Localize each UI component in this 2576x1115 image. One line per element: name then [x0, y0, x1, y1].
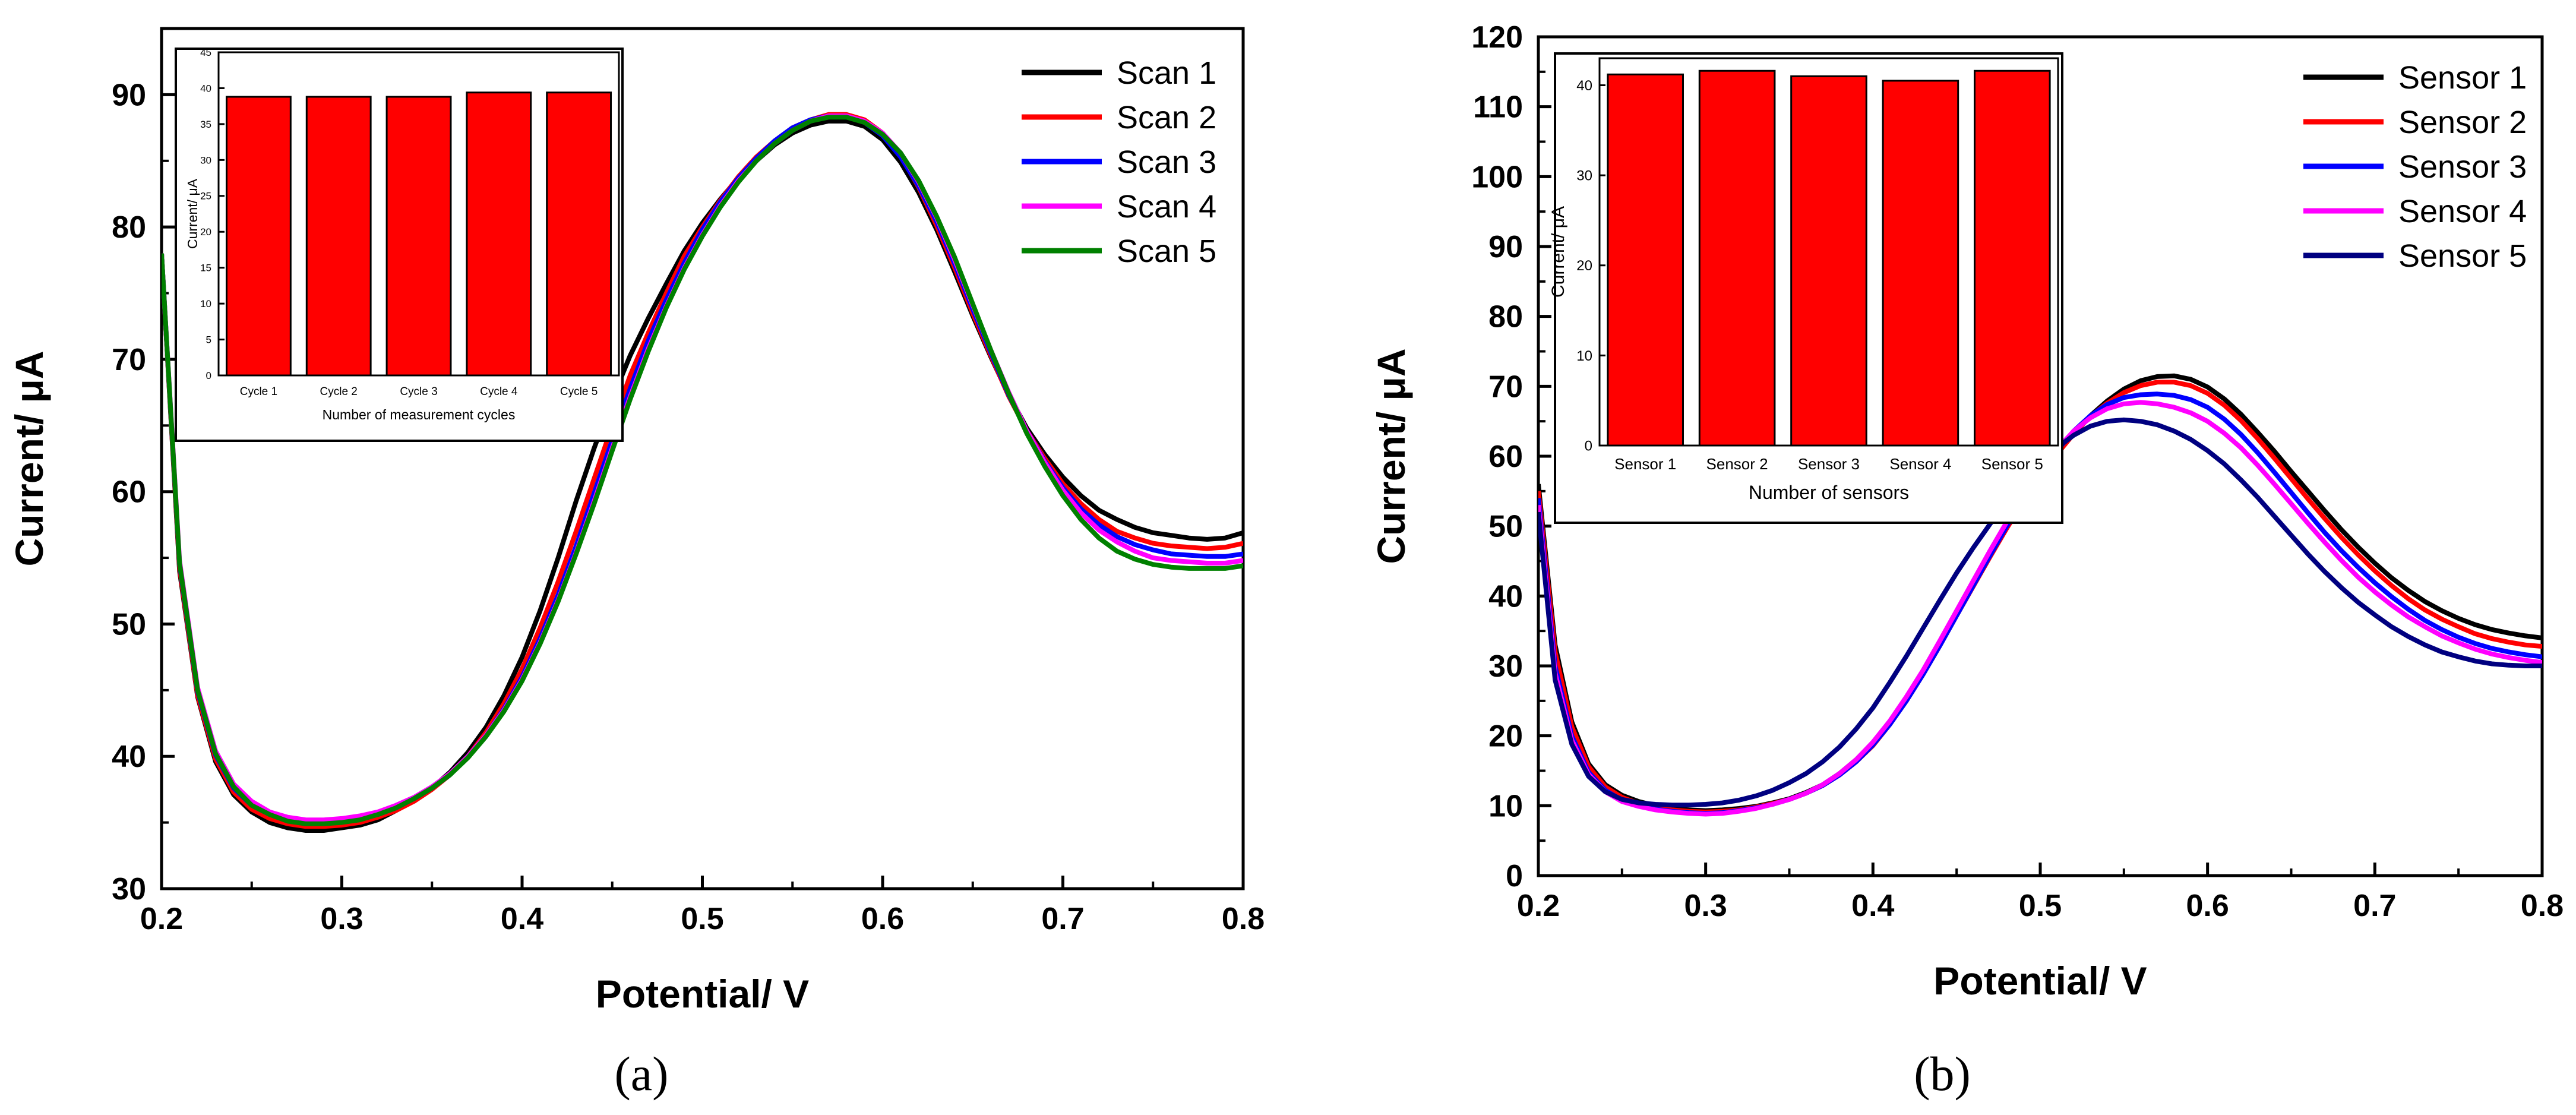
- y-tick-label: 50: [112, 607, 146, 642]
- inset-a: 0 5 10 15 20 25 30 35 40 45 Cycle 1 Cycle 2 Cycle 3 C…: [175, 47, 624, 442]
- y-tick-label: 0: [1506, 859, 1523, 893]
- inset-y-tick-label: 10: [1576, 348, 1592, 364]
- inset-y-tick-label: 20: [200, 226, 211, 238]
- y-tick-label: 70: [1488, 369, 1523, 404]
- inset-bar-2: [305, 96, 372, 377]
- inset-category-label: Cycle 2: [320, 386, 358, 398]
- panel-a-caption: (a): [614, 1047, 668, 1101]
- y-tick-label: 40: [1488, 579, 1523, 614]
- panel-b-caption: (b): [1914, 1047, 1971, 1101]
- y-tick-label: 100: [1471, 160, 1523, 194]
- inset-category-label: Sensor 2: [1706, 455, 1768, 473]
- y-axis-title: Current/ μA: [1369, 348, 1413, 564]
- legend-label-2: Scan 2: [1117, 100, 1216, 135]
- inset-category-label: Sensor 4: [1889, 455, 1951, 473]
- x-tick-label: 0.6: [861, 902, 904, 936]
- inset-y-tick-label: 25: [200, 191, 211, 202]
- x-axis-title: Potential/ V: [1933, 959, 2147, 1003]
- x-tick-label: 0.5: [681, 902, 723, 936]
- y-axis-title: Current/ μA: [7, 350, 51, 566]
- inset-y-tick-label: 40: [200, 83, 211, 94]
- inset-y-tick-label: 0: [206, 370, 211, 381]
- inset-y-tick-label: 20: [1576, 258, 1592, 274]
- inset-category-label: Sensor 5: [1981, 455, 2043, 473]
- inset-y-axis-title: Current/ μA: [1548, 206, 1568, 298]
- inset-x-axis-title: Number of sensors: [1749, 482, 1909, 503]
- inset-bar-4: [466, 91, 532, 377]
- inset-category-label: Cycle 3: [400, 386, 437, 398]
- inset-y-tick-label: 10: [200, 298, 211, 309]
- inset-bar-3: [385, 96, 452, 377]
- inset-y-tick-label: 5: [206, 334, 211, 346]
- x-tick-label: 0.7: [1041, 902, 1084, 936]
- inset-bar-1: [225, 96, 292, 377]
- inset-y-tick-label: 35: [200, 119, 211, 130]
- y-tick-label: 60: [1488, 440, 1523, 474]
- y-tick-label: 110: [1473, 90, 1523, 125]
- y-tick-label: 60: [112, 475, 146, 510]
- inset-bar-3: [1790, 75, 1867, 447]
- inset-bar-5: [546, 91, 612, 377]
- inset-b: 0 10 20 30 40 Sensor 1 Sensor 2 Sensor 3 Sensor …: [1548, 52, 2063, 524]
- y-tick-label: 50: [1488, 510, 1523, 544]
- y-tick-label: 40: [112, 740, 146, 774]
- y-tick-label: 120: [1471, 20, 1523, 55]
- inset-category-label: Cycle 4: [480, 386, 518, 398]
- x-tick-label: 0.4: [1851, 889, 1894, 923]
- y-tick-label: 90: [1488, 230, 1523, 264]
- inset-bar-1: [1607, 73, 1684, 447]
- x-tick-label: 0.5: [2019, 889, 2062, 923]
- inset-category-label: Sensor 3: [1798, 455, 1860, 473]
- inset-y-tick-label: 30: [1576, 168, 1592, 184]
- x-tick-label: 0.3: [1684, 889, 1727, 923]
- inset-bar-5: [1973, 70, 2051, 447]
- legend-label-4: Scan 4: [1117, 189, 1216, 225]
- legend-label-5: Scan 5: [1117, 233, 1216, 269]
- legend-label-3: Scan 3: [1117, 144, 1216, 180]
- legend-label-1: Scan 1: [1117, 55, 1216, 91]
- x-tick-label: 0.2: [140, 902, 183, 936]
- inset-y-tick-label: 40: [1576, 78, 1592, 94]
- x-tick-label: 0.8: [2521, 889, 2564, 923]
- y-tick-label: 30: [112, 872, 146, 906]
- y-tick-label: 80: [1488, 300, 1523, 334]
- x-tick-label: 0.2: [1517, 889, 1560, 923]
- y-tick-label: 80: [112, 210, 146, 245]
- inset-category-label: Sensor 1: [1614, 455, 1676, 473]
- x-tick-label: 0.6: [2186, 889, 2229, 923]
- inset-y-axis-title: Current/ μA: [185, 178, 200, 249]
- legend-label-2: Sensor 2: [2398, 105, 2527, 140]
- x-tick-label: 0.3: [320, 902, 363, 936]
- series-line-5: [162, 115, 1243, 826]
- x-tick-label: 0.8: [1222, 902, 1265, 936]
- inset-y-tick-label: 15: [200, 263, 211, 274]
- legend-label-1: Sensor 1: [2398, 60, 2527, 96]
- y-tick-label: 10: [1488, 789, 1523, 823]
- y-tick-label: 20: [1488, 719, 1523, 754]
- x-axis-title: Potential/ V: [596, 972, 809, 1016]
- x-tick-label: 0.4: [501, 902, 543, 936]
- series-group: [162, 112, 1243, 833]
- y-tick-label: 30: [1488, 649, 1523, 684]
- x-tick-label: 0.7: [2353, 889, 2396, 923]
- chart-a: 0.2 0.3 0.4 0.5 0.6 0.7 0.830405060708090Poten…: [7, 27, 1265, 1016]
- inset-category-label: Cycle 1: [240, 386, 277, 398]
- y-tick-label: 90: [112, 78, 146, 112]
- inset-bar-2: [1698, 70, 1776, 447]
- inset-x-axis-title: Number of measurement cycles: [323, 407, 516, 422]
- inset-y-tick-label: 0: [1585, 438, 1592, 454]
- y-tick-label: 70: [112, 343, 146, 377]
- inset-bar-4: [1882, 80, 1959, 447]
- legend-label-5: Sensor 5: [2398, 238, 2527, 274]
- inset-y-tick-label: 45: [200, 47, 211, 58]
- inset-y-tick-label: 30: [200, 154, 211, 166]
- legend-label-3: Sensor 3: [2398, 149, 2527, 185]
- legend-label-4: Sensor 4: [2398, 194, 2527, 229]
- inset-category-label: Cycle 5: [560, 386, 598, 398]
